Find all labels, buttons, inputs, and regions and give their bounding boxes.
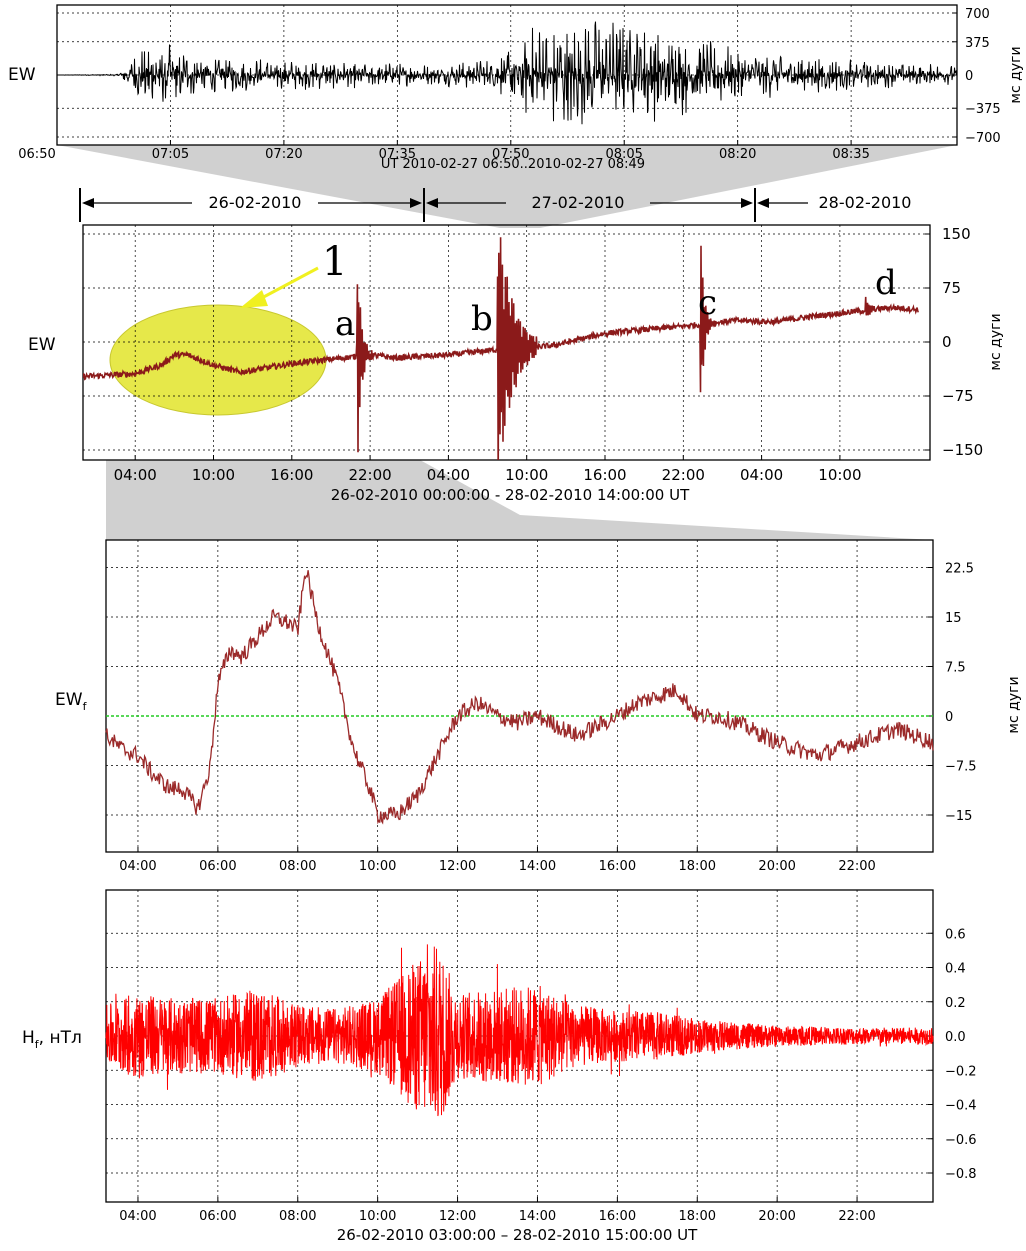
highlight-ellipse — [109, 304, 327, 416]
x-tick-label: 18:00 — [679, 1209, 716, 1224]
annotation-c: c — [698, 283, 717, 323]
x-tick-label: 10:00 — [192, 466, 235, 484]
x-tick-label: 22:00 — [838, 859, 875, 874]
channel-label-ewf: EWf — [55, 690, 88, 713]
x-tick-label: 04:00 — [119, 859, 156, 874]
y-tick-label: 0.2 — [945, 996, 966, 1011]
x-tick-label: 04:00 — [740, 466, 783, 484]
x-tick-label: 06:00 — [199, 859, 236, 874]
x-tick-label: 12:00 — [439, 1209, 476, 1224]
x-tick-label: 16:00 — [599, 859, 636, 874]
arrow-line — [257, 266, 319, 302]
y-tick-label: 0.4 — [945, 962, 966, 977]
y-tick-label: 375 — [965, 36, 990, 51]
y-tick-label: −0.4 — [945, 1099, 977, 1114]
x-tick-label: 04:00 — [114, 466, 157, 484]
x-tick-label: 10:00 — [359, 1209, 396, 1224]
arrow-head — [240, 290, 268, 308]
x-tick-label: 16:00 — [270, 466, 313, 484]
y-axis-label: мс дуги — [988, 313, 1004, 370]
y-tick-label: 0 — [945, 710, 953, 725]
x-tick-label: 04:00 — [119, 1209, 156, 1224]
y-axis-label: мс дуги — [1008, 46, 1024, 103]
zoom-connectors — [57, 145, 957, 540]
y-tick-label: 0 — [965, 69, 973, 84]
y-tick-label: 15 — [945, 611, 962, 626]
annotation-1: 1 — [322, 239, 347, 285]
y-tick-label: −75 — [942, 387, 974, 405]
x-axis-label: 26-02-2010 00:00:00 - 28-02-2010 14:00:0… — [331, 486, 690, 504]
panel-magnetic: 04:00 06:00 08:00 10:00 12:00 14:00 16:00 18:00… — [22, 889, 977, 1244]
y-axis-label: мс дуги — [1006, 676, 1022, 733]
x-tick-label: 07:35 — [379, 147, 416, 162]
x-tick-label: 22:00 — [838, 1209, 875, 1224]
x-tick-label: 20:00 — [758, 1209, 795, 1224]
x-tick-label: 07:20 — [265, 147, 302, 162]
y-tick-label: −0.2 — [945, 1064, 977, 1079]
annotation-b: b — [471, 299, 493, 339]
x-tick-label: 16:00 — [599, 1209, 636, 1224]
panel-seismogram: 06:50 07:05 07:20 07:35 07:50 08:05 08:20 08:35… — [8, 4, 1024, 172]
y-tick-label: −15 — [945, 809, 972, 824]
y-tick-label: 150 — [942, 225, 971, 243]
x-axis-label: UT 2010-02-27 06:50..2010-02-27 08:49 — [381, 157, 645, 172]
x-tick-label: 18:00 — [679, 859, 716, 874]
x-tick-label: 08:35 — [832, 147, 869, 162]
x-tick-label: 14:00 — [519, 1209, 556, 1224]
x-tick-label: 20:00 — [758, 859, 795, 874]
y-tick-label: 0.0 — [945, 1030, 966, 1045]
annotation-d: d — [875, 263, 897, 303]
x-axis-label: 26-02-2010 03:00:00 – 28-02-2010 15:00:0… — [337, 1226, 698, 1244]
y-tick-label: −0.6 — [945, 1133, 977, 1148]
series-line-hf — [105, 944, 934, 1117]
y-tick-label: 75 — [942, 279, 961, 297]
series-line-ewf — [105, 570, 934, 825]
x-tick-label: 12:00 — [439, 859, 476, 874]
series-line-ew — [83, 237, 919, 460]
y-tick-label: 7.5 — [945, 661, 966, 676]
date-label-1: 26-02-2010 — [209, 193, 302, 212]
x-tick-label: 06:50 — [18, 147, 55, 162]
panel-ew-filtered: 04:00 06:00 08:00 10:00 12:00 14:00 16:00 18:00… — [55, 539, 1022, 874]
date-label-2: 27-02-2010 — [532, 193, 625, 212]
x-tick-label: 10:00 — [505, 466, 548, 484]
x-tick-label: 08:00 — [279, 1209, 316, 1224]
annotation-a: a — [335, 304, 355, 344]
y-tick-label: 22.5 — [945, 562, 974, 577]
panel-frame — [105, 539, 934, 853]
channel-label-hf: Hf, нТл — [22, 1028, 82, 1051]
y-tick-label: −375 — [965, 102, 1001, 117]
channel-label-ew: EW — [28, 335, 56, 355]
panel-frame — [105, 889, 934, 1203]
y-tick-label: −700 — [965, 131, 1001, 146]
y-tick-label: 0.6 — [945, 927, 966, 942]
x-tick-label: 04:00 — [427, 466, 470, 484]
series-line-ew — [57, 21, 958, 125]
x-tick-label: 22:00 — [348, 466, 391, 484]
date-range-bar: 26-02-2010 27-02-2010 28-02-2010 — [79, 188, 912, 222]
y-tick-label: −0.8 — [945, 1167, 977, 1182]
x-tick-label: 08:00 — [279, 859, 316, 874]
panel-ew-tilt: 04:00 10:00 16:00 22:00 04:00 10:00 16:00 22:00… — [28, 224, 1004, 504]
x-tick-label: 07:50 — [492, 147, 529, 162]
y-tick-label: −150 — [942, 441, 983, 459]
y-tick-label: 0 — [942, 333, 952, 351]
x-tick-label: 08:20 — [719, 147, 756, 162]
x-tick-label: 08:05 — [605, 147, 642, 162]
zoom-connector-bottom — [106, 460, 933, 540]
x-tick-label: 06:00 — [199, 1209, 236, 1224]
y-tick-label: −7.5 — [945, 760, 977, 775]
x-tick-label: 10:00 — [818, 466, 861, 484]
x-tick-label: 22:00 — [662, 466, 705, 484]
x-tick-label: 16:00 — [583, 466, 626, 484]
y-tick-label: 700 — [965, 7, 990, 22]
date-label-3: 28-02-2010 — [819, 193, 912, 212]
channel-label-ew: EW — [8, 65, 36, 85]
x-tick-label: 14:00 — [519, 859, 556, 874]
x-tick-label: 10:00 — [359, 859, 396, 874]
x-tick-label: 07:05 — [152, 147, 189, 162]
zoom-connector-top — [57, 145, 957, 228]
